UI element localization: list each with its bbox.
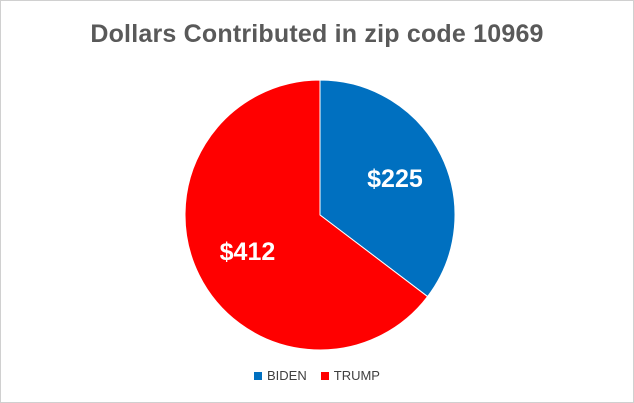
legend-swatch-biden: [254, 371, 263, 380]
legend-label-trump: TRUMP: [333, 368, 380, 383]
legend-label-biden: BIDEN: [267, 368, 307, 383]
legend: BIDEN TRUMP: [0, 368, 634, 383]
chart-title: Dollars Contributed in zip code 10969: [90, 20, 544, 48]
legend-item-biden: BIDEN: [254, 368, 307, 383]
legend-swatch-trump: [320, 371, 329, 380]
legend-item-trump: TRUMP: [320, 368, 380, 383]
data-label-biden: $225: [367, 165, 423, 193]
pie-slice-trump: [184, 79, 429, 351]
data-label-trump: $412: [220, 238, 276, 266]
pie-slice-biden: [319, 79, 456, 298]
